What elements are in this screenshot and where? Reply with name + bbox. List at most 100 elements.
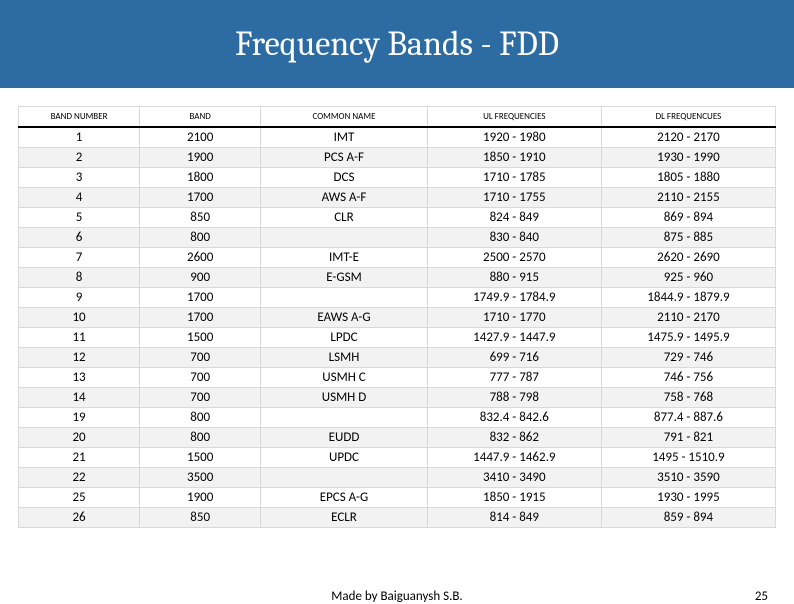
table-cell: 746 - 756 [601,368,775,388]
table-cell [261,288,428,308]
table-cell: 1930 - 1990 [601,148,775,168]
table-cell: 1700 [140,308,261,328]
table-cell: 2600 [140,248,261,268]
table-row: 12100IMT1920 - 19802120 - 2170 [19,127,776,148]
table-row: 101700EAWS A-G1710 - 17702110 - 2170 [19,308,776,328]
table-cell: EAWS A-G [261,308,428,328]
table-cell: 758 - 768 [601,388,775,408]
table-cell: 1447.9 - 1462.9 [427,448,601,468]
table-cell: 3510 - 3590 [601,468,775,488]
table-cell: 1710 - 1755 [427,188,601,208]
table-cell: 1900 [140,488,261,508]
table-cell: 3500 [140,468,261,488]
table-cell: 26 [19,508,140,528]
table-cell: UPDC [261,448,428,468]
table-cell: 880 - 915 [427,268,601,288]
table-row: 21900PCS A-F1850 - 19101930 - 1990 [19,148,776,168]
table-cell: 877.4 - 887.6 [601,408,775,428]
col-dl-freq: DL FREQUENCUES [601,107,775,128]
table-cell: 925 - 960 [601,268,775,288]
table-cell: LSMH [261,348,428,368]
table-cell: 1500 [140,328,261,348]
table-row: 26850ECLR814 - 849859 - 894 [19,508,776,528]
footer-credit: Made by Baiguanysh S.B. [331,589,462,604]
table-cell: 1710 - 1785 [427,168,601,188]
table-cell: PCS A-F [261,148,428,168]
table-cell: 824 - 849 [427,208,601,228]
table-row: 6800830 - 840875 - 885 [19,228,776,248]
table-row: 19800832.4 - 842.6877.4 - 887.6 [19,408,776,428]
table-cell: 7 [19,248,140,268]
table-cell: 11 [19,328,140,348]
table-cell: 859 - 894 [601,508,775,528]
table-cell: 3 [19,168,140,188]
table-cell: 699 - 716 [427,348,601,368]
table-cell: 800 [140,408,261,428]
table-cell: 9 [19,288,140,308]
table-cell [261,408,428,428]
table-cell: 1850 - 1910 [427,148,601,168]
table-cell: 832 - 862 [427,428,601,448]
table-cell: 1930 - 1995 [601,488,775,508]
table-cell: IMT-E [261,248,428,268]
table-cell: EPCS A-G [261,488,428,508]
table-cell: 777 - 787 [427,368,601,388]
table-row: 31800DCS1710 - 17851805 - 1880 [19,168,776,188]
table-cell: 832.4 - 842.6 [427,408,601,428]
table-cell: 22 [19,468,140,488]
table-row: 8900E-GSM880 - 915925 - 960 [19,268,776,288]
table-cell: 5 [19,208,140,228]
table-cell: 1710 - 1770 [427,308,601,328]
table-cell: 2110 - 2155 [601,188,775,208]
table-cell: 1427.9 - 1447.9 [427,328,601,348]
table-cell: 850 [140,508,261,528]
table-cell [261,468,428,488]
table-cell: 4 [19,188,140,208]
table-row: 111500LPDC1427.9 - 1447.91475.9 - 1495.9 [19,328,776,348]
table-cell: 1850 - 1915 [427,488,601,508]
table-row: 41700AWS A-F1710 - 17552110 - 2155 [19,188,776,208]
table-cell: 869 - 894 [601,208,775,228]
table-row: 2235003410 - 34903510 - 3590 [19,468,776,488]
table-cell: 21 [19,448,140,468]
table-cell: 830 - 840 [427,228,601,248]
table-header-row: BAND NUMBER BAND COMMON NAME UL FREQUENC… [19,107,776,128]
table-cell: 1844.9 - 1879.9 [601,288,775,308]
table-cell: 700 [140,348,261,368]
table-cell: 2620 - 2690 [601,248,775,268]
page-title: Frequency Bands - FDD [235,24,559,64]
table-cell [261,228,428,248]
table-cell: 2500 - 2570 [427,248,601,268]
table-cell: 12 [19,348,140,368]
table-cell: E-GSM [261,268,428,288]
table-cell: CLR [261,208,428,228]
table-cell: IMT [261,127,428,148]
table-cell: 14 [19,388,140,408]
table-cell: 800 [140,228,261,248]
table-cell: ECLR [261,508,428,528]
page-number: 25 [755,589,768,604]
table-row: 251900EPCS A-G1850 - 19151930 - 1995 [19,488,776,508]
col-band-number: BAND NUMBER [19,107,140,128]
table-row: 20800EUDD832 - 862791 - 821 [19,428,776,448]
table-cell: 900 [140,268,261,288]
table-row: 14700USMH D788 - 798758 - 768 [19,388,776,408]
table-cell: USMH D [261,388,428,408]
table-cell: 700 [140,388,261,408]
table-row: 917001749.9 - 1784.91844.9 - 1879.9 [19,288,776,308]
table-row: 72600IMT-E2500 - 25702620 - 2690 [19,248,776,268]
table-cell: 25 [19,488,140,508]
table-row: 211500UPDC1447.9 - 1462.91495 - 1510.9 [19,448,776,468]
table-cell: 2120 - 2170 [601,127,775,148]
table-cell: 1805 - 1880 [601,168,775,188]
table-cell: 1500 [140,448,261,468]
table-cell: 850 [140,208,261,228]
table-container: BAND NUMBER BAND COMMON NAME UL FREQUENC… [0,88,794,528]
table-cell: 700 [140,368,261,388]
table-body: 12100IMT1920 - 19802120 - 217021900PCS A… [19,127,776,528]
table-cell: 2 [19,148,140,168]
table-cell: 1900 [140,148,261,168]
table-cell: 788 - 798 [427,388,601,408]
table-cell: 800 [140,428,261,448]
table-cell: 791 - 821 [601,428,775,448]
